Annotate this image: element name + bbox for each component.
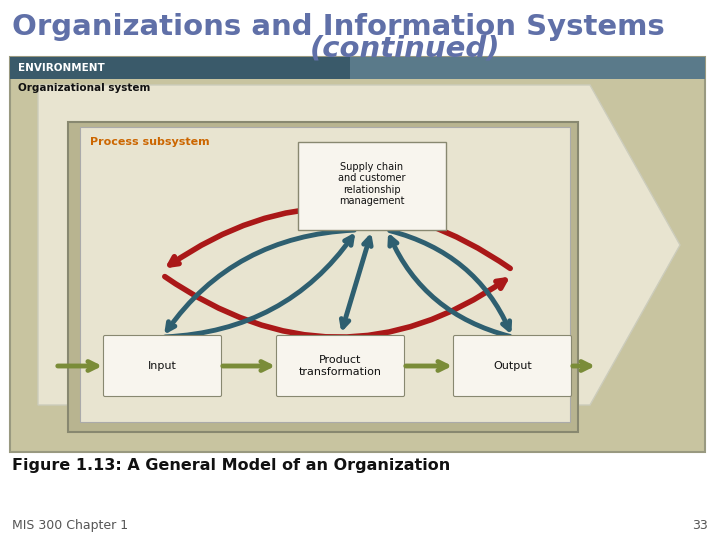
FancyBboxPatch shape [104, 335, 222, 396]
FancyBboxPatch shape [10, 57, 350, 79]
Text: (continued): (continued) [310, 35, 500, 63]
FancyBboxPatch shape [276, 335, 405, 396]
FancyBboxPatch shape [80, 127, 570, 422]
Text: Output: Output [493, 361, 532, 371]
Text: 33: 33 [692, 519, 708, 532]
Polygon shape [38, 85, 680, 405]
FancyBboxPatch shape [10, 57, 705, 452]
FancyBboxPatch shape [350, 57, 705, 79]
FancyBboxPatch shape [454, 335, 572, 396]
Text: ENVIRONMENT: ENVIRONMENT [18, 63, 104, 73]
Text: Product
transformation: Product transformation [299, 355, 382, 377]
Text: Input: Input [148, 361, 177, 371]
Text: Organizational system: Organizational system [18, 83, 150, 93]
FancyBboxPatch shape [68, 122, 578, 432]
Text: MIS 300 Chapter 1: MIS 300 Chapter 1 [12, 519, 128, 532]
Text: Figure 1.13: A General Model of an Organization: Figure 1.13: A General Model of an Organ… [12, 458, 450, 473]
Text: Process subsystem: Process subsystem [90, 137, 210, 147]
Text: Organizations and Information Systems: Organizations and Information Systems [12, 13, 665, 41]
FancyBboxPatch shape [298, 142, 446, 230]
Text: Supply chain
and customer
relationship
management: Supply chain and customer relationship m… [338, 161, 406, 206]
